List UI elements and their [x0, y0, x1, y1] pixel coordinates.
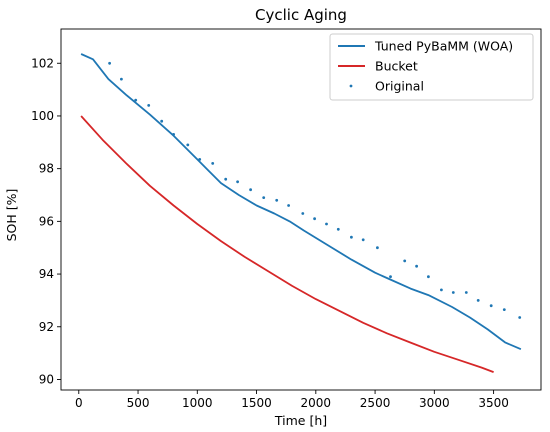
original-data-point [403, 259, 407, 263]
original-data-point [427, 275, 430, 279]
original-data-point [147, 104, 151, 107]
original-data-point [389, 275, 392, 279]
original-data-point [186, 143, 190, 147]
x-tick-label: 1000 [182, 396, 213, 410]
plot-frame [60, 28, 542, 391]
original-data-point [275, 198, 279, 202]
original-data-point [287, 204, 290, 207]
original-data-point [262, 196, 266, 200]
legend-swatch-2 [349, 84, 353, 88]
original-data-point [476, 299, 480, 302]
axis-ticks: 0 500 1000 1500 2000 2500 3000 3500 90 92 94 96 98 10… [31, 56, 509, 410]
original-data-point [518, 316, 522, 319]
legend-label-1: Bucket [375, 59, 418, 74]
y-tick-label: 92 [39, 320, 54, 334]
original-data-point [224, 177, 228, 181]
original-data-point [211, 162, 215, 165]
y-tick-label: 90 [39, 372, 54, 386]
original-data-point [376, 246, 379, 250]
plot-marks [80, 53, 522, 373]
original-data-point [489, 304, 493, 308]
original-data-point [301, 212, 305, 215]
legend-box [329, 33, 534, 101]
original-data-point [134, 98, 138, 102]
y-tick-label: 100 [31, 109, 54, 123]
original-data-point [415, 264, 418, 268]
legend-label-2: Original [375, 79, 424, 94]
series-line-0 [80, 53, 522, 351]
y-tick-label: 96 [39, 214, 54, 228]
original-data-point [120, 77, 123, 81]
original-data-point [198, 158, 202, 161]
original-data-point [464, 291, 468, 294]
x-tick-label: 0 [75, 396, 83, 410]
original-data-point [325, 222, 328, 226]
x-tick-label: 1500 [241, 396, 272, 410]
legend: Tuned PyBaMM (WOA) Bucket Original [329, 33, 534, 101]
original-data-point [451, 291, 455, 294]
original-data-point [249, 188, 253, 192]
y-tick-label: 98 [39, 162, 54, 176]
original-data-point [440, 288, 443, 292]
chart-title: Cyclic Aging [255, 6, 347, 24]
original-data-point [350, 235, 353, 239]
legend-label-0: Tuned PyBaMM (WOA) [374, 39, 513, 54]
original-data-point [336, 227, 340, 231]
x-tick-label: 3500 [478, 396, 509, 410]
x-tick-label: 3000 [419, 396, 450, 410]
y-axis-label: SOH [%] [4, 189, 19, 242]
x-tick-label: 2500 [360, 396, 391, 410]
y-tick-label: 102 [31, 56, 54, 70]
series-line-1 [80, 115, 494, 373]
original-data-point [502, 308, 506, 311]
original-data-point [160, 119, 164, 123]
original-data-point [361, 238, 365, 242]
original-data-point [172, 133, 176, 136]
x-axis-label: Time [h] [274, 413, 327, 428]
original-data-point [236, 180, 240, 184]
original-data-point [108, 61, 111, 65]
y-tick-label: 94 [39, 267, 54, 281]
x-tick-label: 2000 [301, 396, 332, 410]
x-tick-label: 500 [127, 396, 150, 410]
original-data-point [313, 217, 316, 221]
